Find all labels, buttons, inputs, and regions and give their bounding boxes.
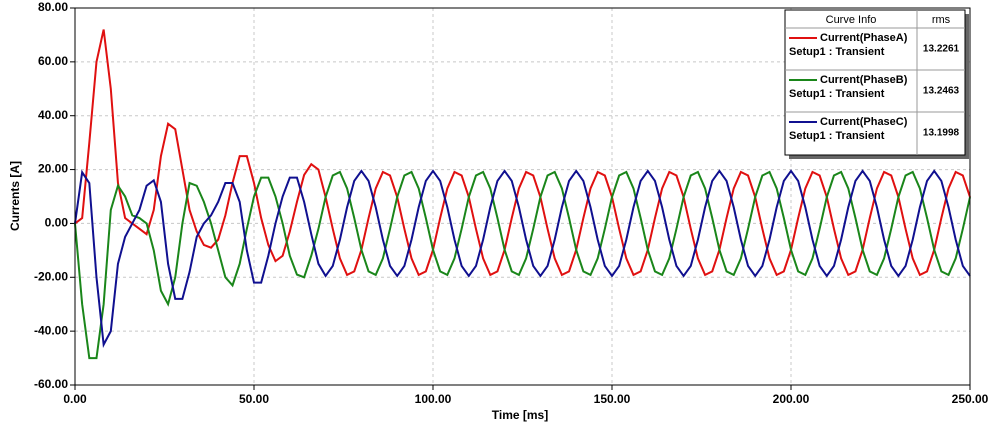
x-tick-label: 200.00 — [773, 392, 810, 406]
legend-box — [784, 9, 966, 156]
legend-rms: 13.1998 — [923, 128, 960, 139]
x-tick-label: 50.00 — [239, 392, 269, 406]
legend-header: Curve Info — [826, 14, 877, 26]
legend-setup: Setup1 : Transient — [789, 88, 885, 100]
y-tick-label: 80.00 — [38, 0, 68, 14]
y-tick-label: 20.00 — [38, 162, 68, 176]
series-line — [74, 29, 971, 277]
legend-header: rms — [932, 14, 951, 26]
x-tick-label: 150.00 — [594, 392, 631, 406]
x-axis-label: Time [ms] — [492, 408, 548, 422]
legend-setup: Setup1 : Transient — [789, 130, 885, 142]
legend-rms: 13.2261 — [923, 44, 960, 55]
y-tick-label: -20.00 — [34, 269, 68, 283]
x-tick-label: 0.00 — [63, 392, 87, 406]
x-tick-label: 250.00 — [952, 392, 989, 406]
y-tick-label: 0.00 — [45, 216, 69, 230]
y-tick-label: 60.00 — [38, 54, 68, 68]
y-tick-label: 40.00 — [38, 108, 68, 122]
legend-name: Current(PhaseB) — [820, 74, 908, 86]
series-line — [74, 170, 971, 360]
legend-setup: Setup1 : Transient — [789, 46, 885, 58]
y-tick-label: -40.00 — [34, 323, 68, 337]
x-tick-label: 100.00 — [415, 392, 452, 406]
legend-name: Current(PhaseA) — [820, 32, 908, 44]
legend-name: Current(PhaseC) — [820, 116, 908, 128]
series-line — [74, 169, 971, 348]
y-tick-label: -60.00 — [34, 377, 68, 391]
y-axis-label: Currents [A] — [8, 161, 22, 231]
plot-border — [74, 7, 971, 386]
legend: Curve Info rms Current(PhaseA) Setup1 : Tra… — [784, 9, 969, 159]
legend-rms: 13.2463 — [923, 86, 960, 97]
